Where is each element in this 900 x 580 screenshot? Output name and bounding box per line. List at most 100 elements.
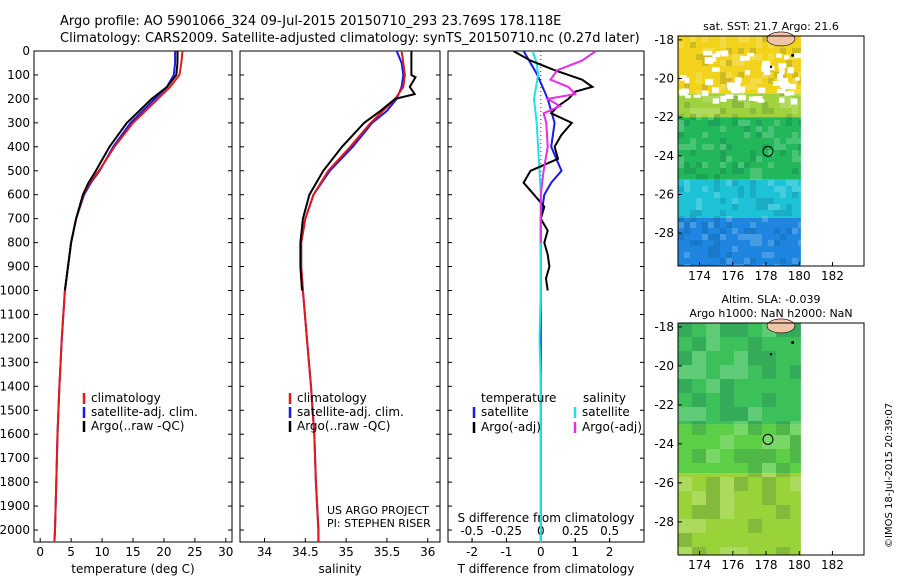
field-cell bbox=[768, 198, 774, 204]
field-cell bbox=[714, 192, 720, 198]
field-cell bbox=[776, 505, 790, 519]
field-cell bbox=[798, 156, 801, 162]
lat-tick-label: -26 bbox=[654, 476, 674, 490]
x-tick-label: 36 bbox=[420, 545, 435, 559]
field-cell bbox=[714, 222, 720, 228]
field-cell bbox=[756, 204, 762, 210]
x-tick-label: 1 bbox=[571, 545, 579, 559]
field-band bbox=[678, 424, 801, 474]
field-cell bbox=[708, 114, 714, 120]
no-data-cell bbox=[764, 71, 771, 75]
field-cell bbox=[726, 78, 732, 84]
legend-label: Argo(-adj) bbox=[481, 420, 541, 434]
x-tick-label: 2 bbox=[606, 545, 614, 559]
field-cell bbox=[690, 108, 696, 114]
project-note-line-1: US ARGO PROJECT bbox=[327, 504, 429, 517]
field-cell bbox=[792, 180, 798, 186]
no-data-cell bbox=[777, 73, 783, 81]
field-cell bbox=[684, 144, 690, 150]
depth-tick-label: 1000 bbox=[0, 284, 30, 298]
no-data-cell bbox=[720, 50, 729, 57]
field-cell bbox=[732, 162, 738, 168]
depth-tick-label: 600 bbox=[7, 188, 30, 202]
field-cell bbox=[738, 162, 744, 168]
depth-tick-label: 200 bbox=[7, 92, 30, 106]
field-cell bbox=[720, 547, 734, 555]
field-cell bbox=[708, 252, 714, 258]
s-tick-label: -0.5 bbox=[460, 524, 483, 538]
field-cell bbox=[732, 54, 738, 60]
field-cell bbox=[798, 222, 801, 228]
field-cell bbox=[744, 102, 750, 108]
no-data-cell bbox=[684, 77, 690, 83]
field-cell bbox=[732, 180, 738, 186]
field-cell bbox=[790, 477, 801, 491]
field-cell bbox=[786, 54, 792, 60]
field-cell bbox=[786, 204, 792, 210]
map-title: Altim. SLA: -0.039 bbox=[721, 293, 820, 306]
field-cell bbox=[692, 519, 706, 533]
field-cell bbox=[706, 477, 720, 491]
field-cell bbox=[786, 210, 792, 216]
field-cell bbox=[678, 144, 684, 150]
no-data-cell bbox=[703, 50, 712, 56]
field-cell bbox=[678, 186, 684, 192]
field-cell bbox=[744, 126, 750, 132]
x-tick-label: 10 bbox=[94, 545, 109, 559]
field-cell bbox=[696, 90, 702, 96]
field-cell bbox=[706, 449, 720, 463]
field-cell bbox=[690, 138, 696, 144]
field-cell bbox=[708, 96, 714, 102]
lon-tick-label: 174 bbox=[688, 558, 711, 572]
field-cell bbox=[738, 102, 744, 108]
lat-tick-label: -26 bbox=[654, 187, 674, 201]
series-line-satellite bbox=[531, 51, 542, 542]
series-line-satellite-adj-clim- bbox=[53, 51, 177, 542]
field-cell bbox=[768, 180, 774, 186]
field-cell bbox=[734, 547, 748, 555]
field-cell bbox=[786, 180, 792, 186]
field-cell bbox=[762, 393, 776, 407]
field-cell bbox=[678, 216, 684, 222]
x-tick-label: 35.5 bbox=[374, 545, 401, 559]
field-cell bbox=[762, 198, 768, 204]
field-cell bbox=[702, 36, 708, 42]
field-cell bbox=[768, 108, 774, 114]
field-cell bbox=[720, 435, 734, 449]
field-cell bbox=[756, 234, 762, 240]
land-mass bbox=[766, 31, 796, 47]
lon-tick-label: 182 bbox=[821, 558, 844, 572]
field-cell bbox=[690, 240, 696, 246]
depth-tick-label: 500 bbox=[7, 164, 30, 178]
field-cell bbox=[776, 421, 790, 435]
field-cell bbox=[792, 78, 798, 84]
map-title: Argo h1000: NaN h2000: NaN bbox=[689, 307, 852, 320]
no-data-cell bbox=[720, 95, 727, 102]
field-cell bbox=[706, 323, 720, 337]
lon-tick-label: 182 bbox=[821, 269, 844, 283]
field-cell bbox=[780, 48, 786, 54]
no-data-cell bbox=[788, 83, 797, 90]
field-cell bbox=[774, 210, 780, 216]
depth-tick-label: 1200 bbox=[0, 331, 30, 345]
no-data-cell bbox=[790, 98, 798, 105]
field-cell bbox=[702, 132, 708, 138]
no-data-cell bbox=[712, 98, 720, 104]
s-tick-label: -0.25 bbox=[491, 524, 522, 538]
field-cell bbox=[750, 222, 756, 228]
field-cell bbox=[726, 222, 732, 228]
field-cell bbox=[684, 162, 690, 168]
field-cell bbox=[678, 323, 692, 337]
no-data-cell bbox=[753, 96, 763, 102]
field-cell bbox=[750, 108, 756, 114]
field-cell bbox=[720, 108, 726, 114]
no-data-cell bbox=[757, 87, 766, 93]
no-data-cell bbox=[779, 68, 785, 75]
field-cell bbox=[714, 252, 720, 258]
field-cell bbox=[774, 138, 780, 144]
field-cell bbox=[790, 449, 801, 463]
no-data-cell bbox=[795, 77, 800, 81]
field-cell bbox=[678, 407, 692, 421]
field-cell bbox=[708, 54, 714, 60]
